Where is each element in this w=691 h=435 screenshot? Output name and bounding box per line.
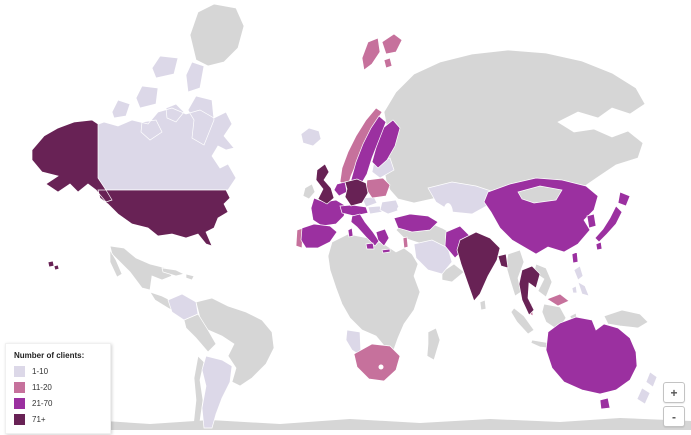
- legend-label-71plus: 71+: [32, 415, 46, 424]
- country-turkey[interactable]: [393, 213, 439, 233]
- country-new-zealand[interactable]: [636, 371, 658, 405]
- country-romania[interactable]: [379, 199, 401, 215]
- country-saudi-arabia[interactable]: [413, 239, 453, 275]
- country-iceland[interactable]: [300, 127, 322, 147]
- country-japan[interactable]: [594, 191, 631, 251]
- country-taiwan[interactable]: [571, 251, 579, 264]
- legend-swatch-11-20: [14, 382, 25, 393]
- country-poland[interactable]: [365, 177, 391, 199]
- legend-label-21-70: 21-70: [32, 399, 53, 408]
- country-ireland[interactable]: [302, 183, 316, 200]
- country-spain[interactable]: [300, 223, 338, 249]
- country-sweden[interactable]: [350, 115, 387, 187]
- country-united-kingdom[interactable]: [315, 163, 335, 205]
- country-czechia[interactable]: [361, 196, 378, 208]
- country-new-guinea[interactable]: [603, 309, 649, 329]
- legend-title: Number of clients:: [14, 351, 85, 360]
- country-mongolia[interactable]: [517, 185, 563, 204]
- country-thailand[interactable]: [518, 265, 541, 316]
- legend-row-11-20: 11-20: [14, 382, 102, 393]
- country-benelux[interactable]: [333, 181, 348, 197]
- legend-swatch-1-10: [14, 366, 25, 377]
- country-germany[interactable]: [344, 178, 369, 207]
- country-bangladesh[interactable]: [497, 253, 509, 269]
- black-sea: [397, 204, 423, 214]
- legend-row-1-10: 1-10: [14, 366, 102, 377]
- country-hungary[interactable]: [367, 205, 383, 215]
- country-greenland[interactable]: [189, 3, 245, 67]
- country-sri-lanka[interactable]: [479, 299, 487, 311]
- legend-swatch-21-70: [14, 398, 25, 409]
- country-peru[interactable]: [183, 313, 217, 353]
- legend-row-71plus: 71+: [14, 414, 102, 425]
- country-south-africa[interactable]: [353, 343, 401, 382]
- legend: Number of clients: 1-10 11-20 21-70 71+: [5, 343, 111, 434]
- legend-row-21-70: 21-70: [14, 398, 102, 409]
- country-south-korea[interactable]: [586, 213, 597, 229]
- country-yemen-oman[interactable]: [441, 263, 465, 283]
- zoom-out-button[interactable]: -: [663, 406, 685, 427]
- zoom-in-button[interactable]: +: [663, 382, 685, 403]
- country-caribbean[interactable]: [161, 267, 195, 281]
- country-chile[interactable]: [192, 355, 205, 429]
- country-mexico[interactable]: [109, 245, 173, 291]
- country-argentina[interactable]: [201, 355, 233, 429]
- country-italy[interactable]: [347, 213, 380, 250]
- country-china[interactable]: [483, 177, 599, 255]
- legend-label-1-10: 1-10: [32, 367, 49, 376]
- country-brazil-south-america[interactable]: [195, 297, 275, 387]
- legend-label-11-20: 11-20: [32, 383, 52, 392]
- lesotho-hole: [378, 364, 384, 370]
- country-africa[interactable]: [327, 233, 421, 353]
- zoom-controls: + -: [663, 382, 685, 430]
- country-madagascar[interactable]: [426, 327, 441, 361]
- country-russia[interactable]: [381, 49, 646, 204]
- country-philippines[interactable]: [571, 265, 590, 297]
- country-israel[interactable]: [402, 236, 409, 249]
- legend-swatch-71plus: [14, 414, 25, 425]
- antarctica: [55, 418, 691, 430]
- country-canada[interactable]: [65, 55, 237, 191]
- caspian-sea: [443, 203, 453, 225]
- country-australia[interactable]: [545, 316, 638, 410]
- country-greece[interactable]: [375, 228, 391, 254]
- country-united-states[interactable]: [31, 119, 231, 271]
- country-svalbard[interactable]: [361, 33, 403, 71]
- country-india[interactable]: [456, 231, 501, 302]
- country-colombia[interactable]: [167, 293, 199, 321]
